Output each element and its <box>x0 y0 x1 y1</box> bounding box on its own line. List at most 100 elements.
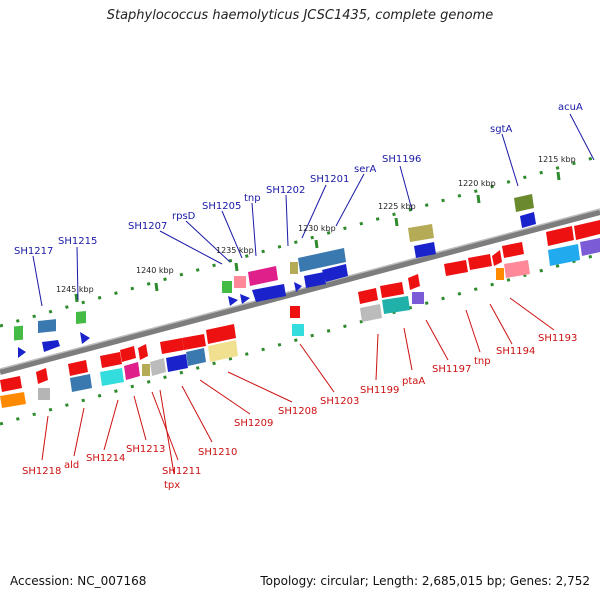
gene-arrow <box>520 212 536 228</box>
connector <box>501 133 519 187</box>
gene-label: SH1199 <box>360 385 399 396</box>
gene-rpsD <box>222 281 232 293</box>
gene-label: SH1211 <box>162 466 201 477</box>
gene-cyan-b <box>292 324 304 336</box>
gene-orange-b <box>496 268 504 280</box>
connector <box>181 385 213 443</box>
scale-label: 1220 kbp <box>458 179 496 188</box>
gene-label: SH1202 <box>266 185 305 196</box>
gene-arrow <box>294 282 302 292</box>
gene-arrow <box>228 296 238 306</box>
major-tick <box>556 171 561 181</box>
gene-red <box>574 220 600 240</box>
connector <box>159 230 223 265</box>
gene-SH1194 <box>504 260 530 278</box>
gene-purple <box>580 238 600 256</box>
gene-SH1209 <box>208 340 238 362</box>
major-tick <box>314 239 319 249</box>
gene-label: SH1207 <box>128 221 167 232</box>
gene-ptaA <box>382 296 410 314</box>
gene-SH1215 <box>76 310 86 325</box>
gene-red <box>182 334 206 350</box>
gene-label: tpx <box>164 480 180 491</box>
gene-SH1211 <box>150 358 166 376</box>
gene-SH1202 <box>290 262 298 274</box>
connector <box>103 399 119 451</box>
gene-arrow <box>304 272 326 288</box>
gene-SH1217 <box>14 325 23 341</box>
gene-label: rpsD <box>172 211 196 222</box>
gene-label: serA <box>354 164 376 175</box>
genes-lower <box>0 220 600 408</box>
scale-label: 1215 kbp <box>538 155 576 164</box>
major-tick <box>476 194 481 204</box>
gene-SH1208 <box>206 324 236 344</box>
gene-cyan <box>100 368 124 386</box>
gene-red <box>380 282 404 298</box>
gene-tnp-pink <box>234 276 246 288</box>
gene-red <box>492 250 502 266</box>
gene-label: SH1218 <box>22 466 61 477</box>
upper-tick-track <box>0 154 600 328</box>
gene-arrow <box>414 242 436 258</box>
genome-title: Staphylococcus haemolyticus JCSC1435, co… <box>106 8 494 23</box>
gene-arrow <box>80 332 90 344</box>
gene-label: SH1209 <box>234 418 273 429</box>
gene-label: SH1210 <box>198 447 237 458</box>
gene-label: tnp <box>474 356 491 367</box>
gene-SH1197 <box>412 292 424 304</box>
connector <box>403 327 413 371</box>
scale-label: 1245 kbp <box>56 285 94 294</box>
scale-label: 1235 kbp <box>216 246 254 255</box>
gene-blue <box>166 354 188 372</box>
connector <box>299 343 335 393</box>
gene-SH1201 <box>298 248 346 272</box>
gene-red <box>358 288 378 304</box>
major-tick <box>74 293 79 303</box>
gene-red <box>68 360 88 376</box>
connector <box>301 184 327 239</box>
connector <box>73 407 85 457</box>
gene-label: sgtA <box>490 124 512 135</box>
gene-SH1205 <box>248 266 278 286</box>
gene-red <box>138 344 148 360</box>
gene-label: SH1213 <box>126 444 165 455</box>
gene-arrow <box>240 294 250 304</box>
gene-SH1203 <box>290 306 300 318</box>
major-tick <box>234 262 239 272</box>
gene-SH1199 <box>360 304 382 322</box>
gene-red <box>120 346 136 362</box>
genes-upper <box>14 194 536 358</box>
scale-label: 1230 kbp <box>298 224 336 233</box>
gene-SH1210 <box>186 348 206 366</box>
connector <box>375 333 379 381</box>
gene-arrow <box>252 284 286 302</box>
gene-red <box>502 242 524 258</box>
gene-red <box>160 338 184 354</box>
gene-label: SH1196 <box>382 154 421 165</box>
gene-SH1213 <box>124 362 140 380</box>
gene-label: SH1215 <box>58 236 97 247</box>
gene-orange <box>0 392 26 408</box>
genome-summary: Topology: circular; Length: 2,685,015 bp… <box>260 574 590 588</box>
connector <box>465 309 481 353</box>
major-ticks <box>74 171 561 303</box>
connector <box>32 255 43 307</box>
gene-red <box>546 226 574 246</box>
connector <box>221 210 243 259</box>
gene-label: ptaA <box>402 376 425 387</box>
connector <box>285 194 289 247</box>
gene-label: SH1194 <box>496 346 535 357</box>
scale-label: 1225 kbp <box>378 202 416 211</box>
lower-tick-track <box>0 252 600 426</box>
gene-label: SH1214 <box>86 453 125 464</box>
gene-SH1196 <box>408 224 434 242</box>
gene-grey <box>38 388 50 400</box>
connector <box>425 319 449 361</box>
gene-label: SH1201 <box>310 174 349 185</box>
gene-SH1193 <box>548 244 580 266</box>
gene-label: SH1197 <box>432 364 471 375</box>
gene-label: SH1193 <box>538 333 577 344</box>
gene-label: SH1217 <box>14 246 53 257</box>
